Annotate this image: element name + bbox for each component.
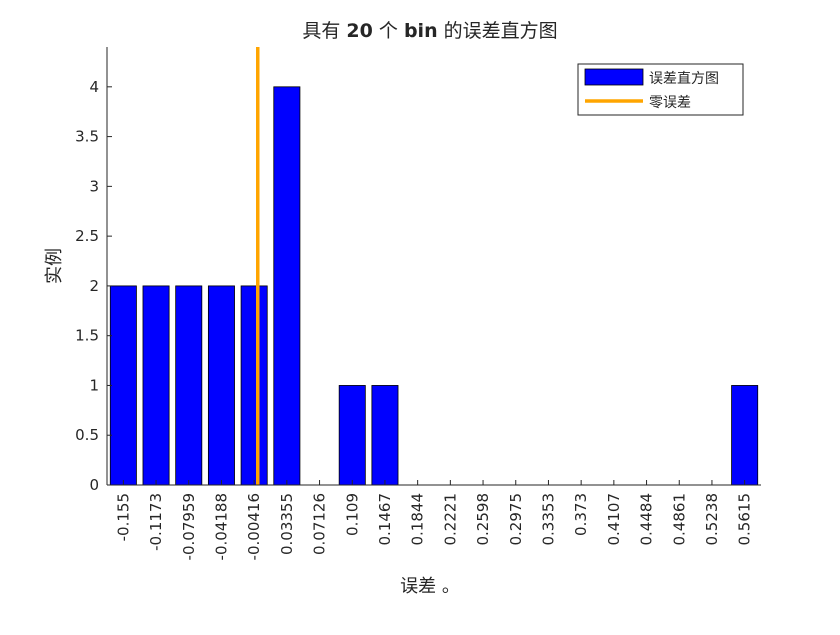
y-tick-label: 0.5 (75, 426, 99, 444)
legend-swatch-histogram (584, 68, 644, 86)
x-tick-label: 0.2598 (474, 493, 492, 546)
x-axis-label: 误差 。 (400, 576, 460, 597)
y-tick-label: 4 (89, 78, 99, 96)
bar (175, 285, 203, 486)
x-ticks-group: -0.155 -0.1173 -0.07959 -0.04188 -0.00416 0.0… (114, 480, 754, 560)
axes-group (106, 47, 761, 486)
y-tick-label: 2.5 (75, 227, 99, 245)
bars-group (109, 86, 759, 486)
x-tick-label: -0.155 (114, 493, 132, 541)
x-tick-label: -0.07959 (180, 493, 198, 560)
x-tick-label: 0.3353 (539, 493, 557, 546)
y-tick-label: 3.5 (75, 128, 99, 146)
x-tick-label: 0.4861 (670, 493, 688, 546)
y-tick-label: 2 (89, 277, 99, 295)
y-tick-label: 0 (89, 476, 99, 494)
bar (731, 385, 759, 486)
x-tick-label: 0.4484 (638, 493, 656, 546)
y-axis-label: 实例 (44, 248, 65, 284)
legend: 误差直方图 零误差 (577, 63, 744, 116)
bar (338, 385, 366, 486)
x-tick-label: -0.04188 (212, 493, 230, 560)
x-tick-label: 0.5238 (703, 493, 721, 546)
y-ticks-group: 0 0.5 1 1.5 2 2.5 3 3.5 4 (75, 78, 112, 494)
legend-label-histogram: 误差直方图 (649, 70, 719, 87)
x-tick-label: 0.1844 (409, 493, 427, 546)
x-tick-label: 0.109 (343, 493, 361, 536)
x-tick-label: 0.1467 (376, 493, 394, 546)
chart-title: 具有 20 个 bin 的误差直方图 (302, 20, 557, 42)
y-tick-label: 1.5 (75, 327, 99, 345)
x-tick-label: -0.00416 (245, 493, 263, 560)
x-tick-label: 0.4107 (605, 493, 623, 546)
bar (273, 86, 301, 486)
x-tick-label: 0.07126 (311, 493, 329, 555)
bar (142, 285, 170, 486)
x-tick-label: 0.373 (572, 493, 590, 536)
bar (207, 285, 235, 486)
bar (109, 285, 137, 486)
y-tick-label: 3 (89, 177, 99, 195)
legend-label-zero-line: 零误差 (649, 95, 691, 111)
x-tick-label: 0.2975 (507, 493, 525, 546)
bar (371, 385, 399, 486)
y-tick-label: 1 (89, 376, 99, 394)
bar (240, 285, 268, 486)
x-tick-label: 0.03355 (278, 493, 296, 555)
x-tick-label: -0.1173 (147, 493, 165, 551)
x-tick-label: 0.5615 (736, 493, 754, 546)
x-tick-label: 0.2221 (441, 493, 459, 546)
